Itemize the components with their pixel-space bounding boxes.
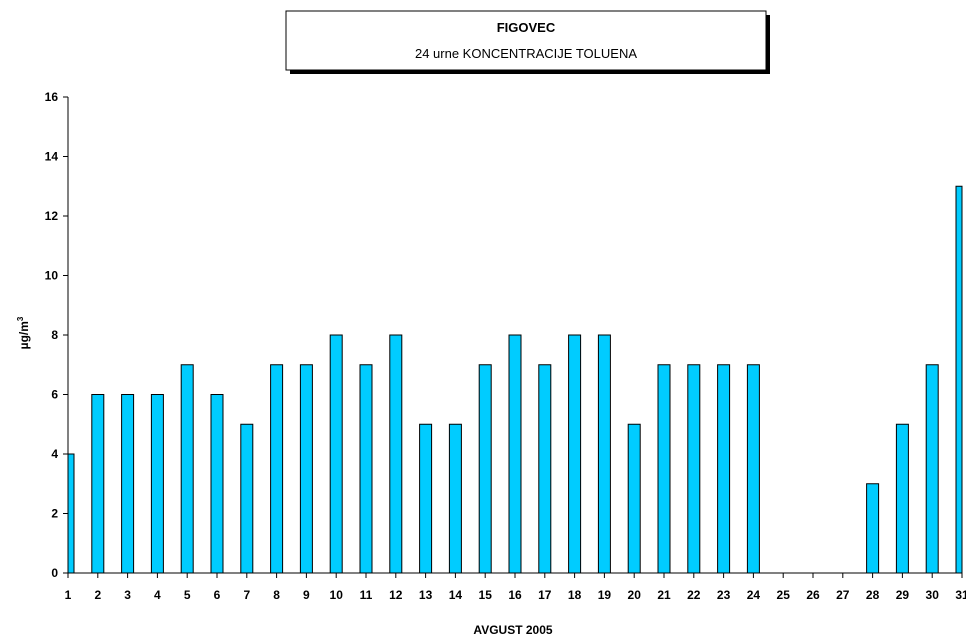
y-tick-label: 6 [51, 388, 58, 402]
bar-19 [597, 334, 611, 574]
x-tick-label: 11 [360, 588, 373, 602]
x-tick-label: 7 [243, 588, 250, 602]
x-tick-label: 8 [273, 588, 280, 602]
bar-14 [448, 423, 462, 574]
x-tick-label: 18 [568, 588, 582, 602]
bar-5 [180, 364, 194, 574]
x-tick-label: 24 [747, 588, 761, 602]
x-tick-label: 27 [836, 588, 850, 602]
bar-29 [895, 423, 909, 574]
x-tick-label: 4 [154, 588, 161, 602]
x-tick-label: 16 [508, 588, 522, 602]
x-tick-label: 6 [214, 588, 221, 602]
bar-18 [568, 334, 582, 574]
bar-20 [627, 423, 641, 574]
y-axis-ticks: 0 2 4 6 8 10 12 14 16 [45, 90, 68, 580]
x-axis-title: AVGUST 2005 [473, 623, 552, 637]
x-tick-label: 19 [598, 588, 612, 602]
bar-21 [657, 364, 671, 574]
x-tick-label: 26 [806, 588, 820, 602]
bar-24 [746, 364, 760, 574]
y-axis-title: µg/m3 [16, 316, 31, 349]
bar-11 [359, 364, 373, 574]
bar-1 [67, 453, 75, 574]
x-tick-label: 9 [303, 588, 310, 602]
bar-22 [687, 364, 701, 574]
x-tick-label: 29 [896, 588, 910, 602]
y-tick-label: 2 [51, 507, 58, 521]
x-tick-label: 15 [479, 588, 493, 602]
y-axis-title-base: µg/m [17, 321, 31, 349]
bar-8 [270, 364, 284, 574]
chart-title: FIGOVEC [497, 20, 556, 35]
bar-6 [210, 394, 224, 574]
x-tick-label: 22 [687, 588, 701, 602]
x-tick-label: 13 [419, 588, 433, 602]
bar-15 [478, 364, 492, 574]
x-tick-label: 10 [330, 588, 344, 602]
bar-16 [508, 334, 522, 574]
x-tick-label: 12 [389, 588, 403, 602]
x-tick-label: 28 [866, 588, 880, 602]
bar-12 [389, 334, 403, 574]
x-tick-label: 31 [955, 588, 966, 602]
x-tick-label: 21 [657, 588, 671, 602]
y-axis-title-sup: 3 [16, 316, 25, 321]
title-box-frame [285, 10, 767, 71]
x-tick-label: 17 [538, 588, 552, 602]
chart-title-box: FIGOVEC 24 urne KONCENTRACIJE TOLUENA [285, 10, 770, 74]
x-tick-label: 30 [926, 588, 940, 602]
y-tick-label: 14 [45, 150, 59, 164]
y-tick-label: 4 [51, 447, 58, 461]
bar-13 [419, 423, 433, 574]
bar-17 [538, 364, 552, 574]
x-tick-label: 2 [94, 588, 101, 602]
x-tick-label: 3 [124, 588, 131, 602]
y-tick-label: 10 [45, 269, 59, 283]
bar-3 [121, 394, 135, 574]
bar-23 [717, 364, 731, 574]
bar-7 [240, 423, 254, 574]
x-tick-label: 23 [717, 588, 731, 602]
x-tick-label: 1 [65, 588, 72, 602]
x-tick-label: 20 [628, 588, 642, 602]
bar-28 [866, 483, 880, 574]
y-tick-label: 8 [51, 328, 58, 342]
y-tick-label: 0 [51, 566, 58, 580]
bar-9 [299, 364, 313, 574]
bar-2 [91, 394, 105, 574]
x-tick-label: 14 [449, 588, 463, 602]
x-tick-label: 5 [184, 588, 191, 602]
y-tick-label: 12 [45, 209, 59, 223]
bar-series [67, 185, 963, 574]
bar-4 [150, 394, 164, 574]
y-tick-label: 16 [45, 90, 59, 104]
x-axis-ticks: 1 2 3 4 5 6 7 8 9 10 11 12 13 14 15 16 17 18 19 20 21 22 23 24 2… [65, 573, 966, 602]
chart-subtitle: 24 urne KONCENTRACIJE TOLUENA [415, 46, 637, 61]
x-tick-label: 25 [777, 588, 791, 602]
axes [67, 97, 962, 574]
bar-31 [955, 185, 963, 574]
bar-30 [925, 364, 939, 574]
bar-10 [329, 334, 343, 574]
